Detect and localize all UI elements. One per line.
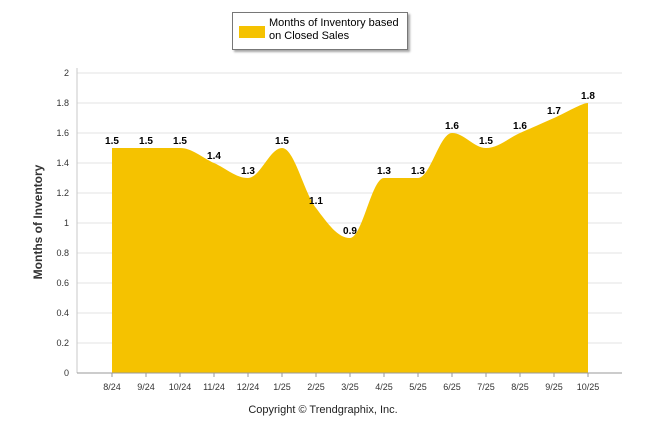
x-tick-label: 4/25	[375, 382, 393, 392]
x-tick-label: 9/25	[545, 382, 563, 392]
data-label: 0.9	[343, 226, 357, 237]
y-tick-label: 0	[64, 368, 69, 378]
y-tick-label: 0.6	[56, 278, 69, 288]
x-tick-label: 6/25	[443, 382, 461, 392]
data-label: 1.6	[445, 121, 459, 132]
y-axis-label: Months of Inventory	[31, 164, 45, 280]
x-tick-labels: 8/24 9/24 10/24 11/24 12/24 1/25 2/25 3/25 4/25 5…	[103, 382, 599, 392]
area-series	[112, 103, 588, 373]
y-tick-label: 1.4	[56, 158, 69, 168]
y-tick-label: 0.8	[56, 248, 69, 258]
y-tick-label: 0.2	[56, 338, 69, 348]
x-tick-label: 5/25	[409, 382, 427, 392]
y-tick-label: 1.6	[56, 128, 69, 138]
y-tick-labels: 0 0.2 0.4 0.6 0.8 1 1.2 1.4 1.6 1.8 2	[56, 68, 69, 378]
x-tick-label: 10/24	[169, 382, 192, 392]
y-tick-label: 1	[64, 218, 69, 228]
data-label: 1.8	[581, 91, 595, 102]
x-tick-label: 11/24	[203, 382, 225, 392]
data-label: 1.5	[275, 136, 289, 147]
y-tick-label: 1.2	[56, 188, 69, 198]
copyright-text: Copyright © Trendgraphix, Inc.	[248, 404, 398, 416]
legend: Months of Inventory based on Closed Sale…	[232, 12, 408, 50]
data-label: 1.1	[309, 196, 323, 207]
data-labels: 1.5 1.5 1.5 1.4 1.3 1.5 1.1 0.9 1.3 1.3 1.6 1.5 1.6 1…	[105, 91, 595, 237]
data-label: 1.5	[105, 136, 119, 147]
x-tick-label: 1/25	[273, 382, 291, 392]
data-label: 1.5	[173, 136, 187, 147]
data-label: 1.4	[207, 151, 221, 162]
area-fill	[112, 103, 588, 373]
y-tick-label: 2	[64, 68, 69, 78]
x-tick-label: 12/24	[237, 382, 260, 392]
data-label: 1.6	[513, 121, 527, 132]
data-label: 1.5	[139, 136, 153, 147]
x-tick-label: 8/24	[103, 382, 121, 392]
data-label: 1.7	[547, 106, 561, 117]
data-label: 1.3	[411, 166, 425, 177]
axes	[76, 68, 622, 377]
y-tick-label: 0.4	[56, 308, 69, 318]
data-label: 1.5	[479, 136, 493, 147]
y-tick-label: 1.8	[56, 98, 69, 108]
x-tick-label: 7/25	[477, 382, 495, 392]
legend-label: Months of Inventory based on Closed Sale…	[269, 17, 399, 42]
x-tick-label: 2/25	[307, 382, 325, 392]
x-tick-label: 3/25	[341, 382, 359, 392]
x-tick-label: 9/24	[137, 382, 155, 392]
x-tick-label: 8/25	[511, 382, 529, 392]
data-label: 1.3	[377, 166, 391, 177]
data-label: 1.3	[241, 166, 255, 177]
x-tick-label: 10/25	[577, 382, 600, 392]
legend-swatch	[239, 26, 265, 38]
